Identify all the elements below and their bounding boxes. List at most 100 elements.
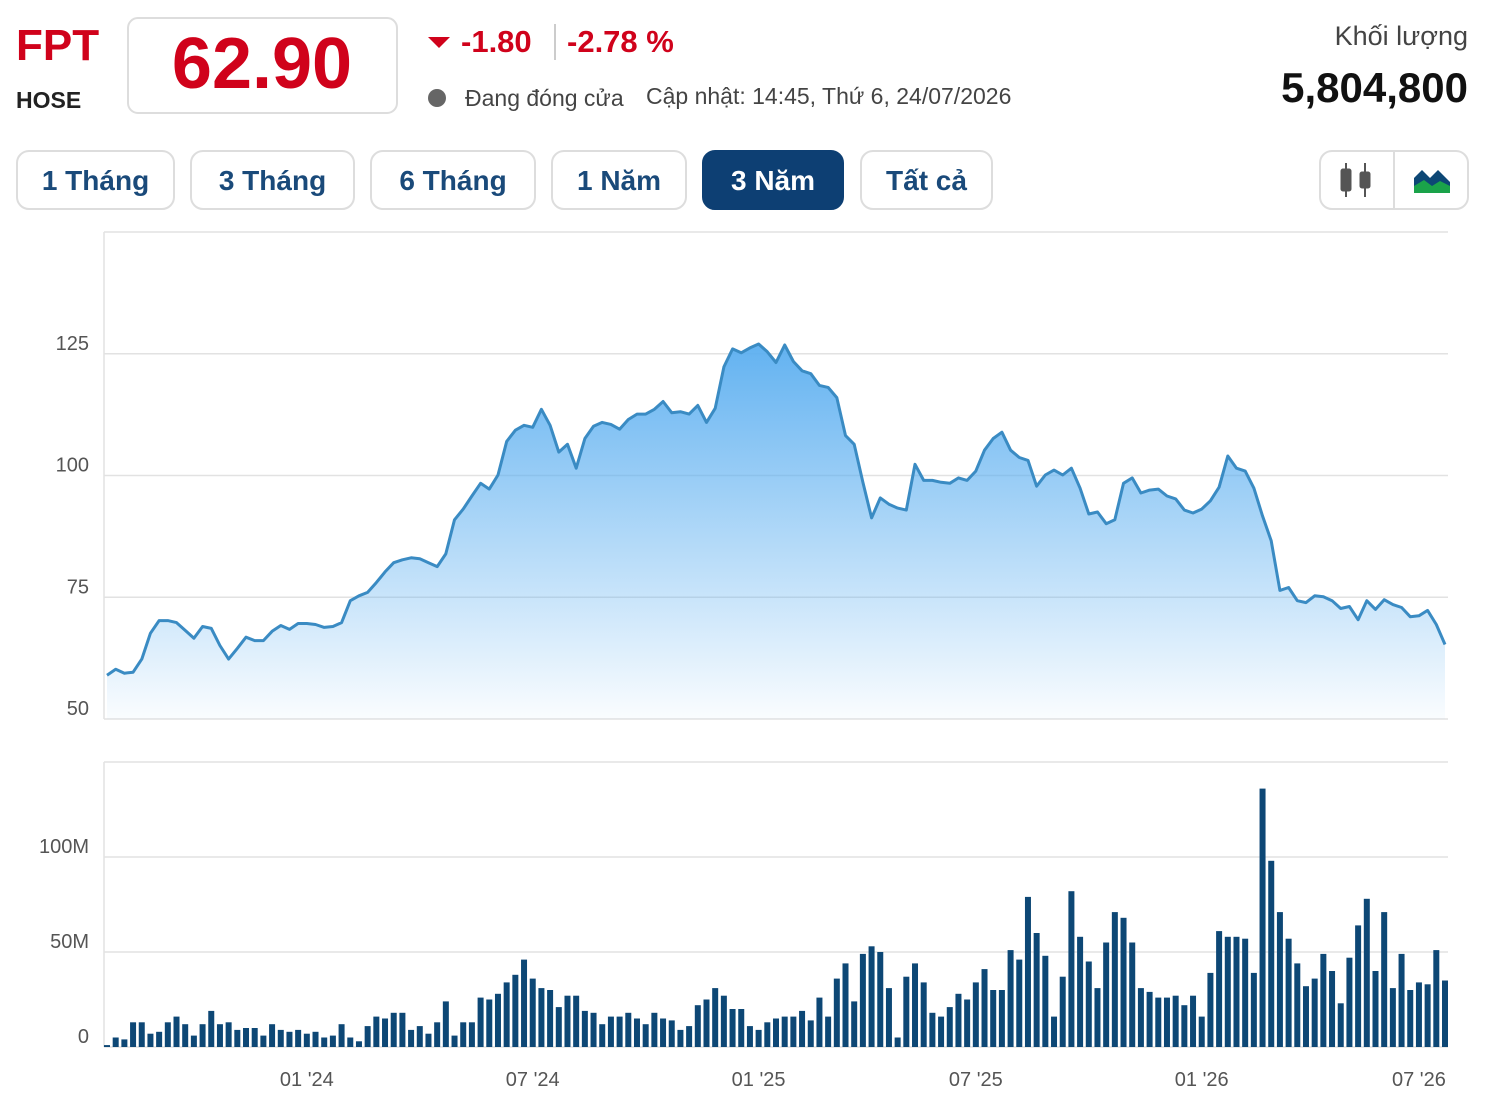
range-button-label[interactable]: 1 Năm — [577, 165, 661, 196]
volume-bar — [1363, 898, 1370, 1047]
volume-bar — [573, 995, 580, 1047]
volume-bar — [981, 969, 988, 1047]
volume-bar — [1216, 931, 1223, 1047]
volume-bar — [564, 995, 571, 1047]
volume-bar — [477, 997, 484, 1047]
volume-bar — [130, 1022, 137, 1047]
range-button[interactable] — [370, 150, 536, 210]
volume-bar — [764, 1022, 771, 1047]
price-line — [106, 342, 1447, 677]
volume-bar — [1233, 936, 1240, 1047]
volume-bar — [1433, 950, 1440, 1047]
volume-bar — [382, 1018, 389, 1047]
volume-bar — [1302, 986, 1309, 1047]
change: -1.80 — [461, 24, 532, 59]
range-button-label[interactable]: 3 Năm — [731, 165, 815, 196]
volume-bar — [1181, 1005, 1188, 1047]
volume-bar — [156, 1031, 163, 1047]
x-tick-label: 01 '24 — [280, 1069, 334, 1091]
volume-bar — [286, 1031, 293, 1047]
range-button-label[interactable]: 1 Tháng — [42, 165, 149, 196]
volume-bar — [807, 1020, 814, 1047]
candlestick-icon[interactable] — [1340, 163, 1371, 197]
volume-bar — [746, 1026, 753, 1047]
volume-bar — [1346, 957, 1353, 1047]
volume-bar — [1137, 988, 1144, 1047]
range-button[interactable] — [190, 150, 355, 210]
range-button[interactable] — [551, 150, 687, 210]
volume-bar — [112, 1037, 119, 1047]
volume-bar — [460, 1022, 467, 1047]
volume-bar — [1016, 959, 1023, 1047]
range-button-label[interactable]: Tất cả — [886, 165, 967, 196]
volume-bar — [1068, 891, 1075, 1047]
y-tick-label: 50M — [50, 931, 89, 953]
volume-bar — [234, 1029, 241, 1047]
change-pct: -2.78 % — [567, 24, 674, 59]
volume-bar — [1059, 976, 1066, 1047]
volume-bar — [1163, 997, 1170, 1047]
volume-bar — [885, 988, 892, 1047]
volume-bar — [946, 1007, 953, 1047]
volume-bar — [920, 982, 927, 1047]
volume-bar — [1276, 912, 1283, 1047]
volume-bar — [1085, 961, 1092, 1047]
y-tick-label: 75 — [67, 576, 89, 598]
volume-bar — [651, 1012, 658, 1047]
volume-bar — [851, 1001, 858, 1047]
range-button[interactable] — [860, 150, 993, 210]
volume-bar — [1415, 982, 1422, 1047]
volume-bar — [338, 1024, 345, 1047]
volume-bar — [538, 988, 545, 1047]
x-tick-label: 01 '26 — [1175, 1069, 1229, 1091]
volume-bar — [903, 976, 910, 1047]
volume-bar — [625, 1012, 632, 1047]
volume-bar — [138, 1022, 145, 1047]
volume-bar — [703, 999, 710, 1047]
volume-bar — [1198, 1016, 1205, 1047]
volume-bar — [468, 1022, 475, 1047]
volume-bar — [312, 1031, 319, 1047]
volume-bar — [1207, 972, 1214, 1047]
range-button-label[interactable]: 3 Tháng — [219, 165, 326, 196]
charts: 50 75 100 125 0 50M 100M 01 '24 07 '24 01 '25 07 '… — [39, 231, 1448, 1091]
volume-bar — [1051, 1016, 1058, 1047]
volume-bar — [1337, 1003, 1344, 1047]
volume-bar — [686, 1026, 693, 1047]
volume-bar — [694, 1005, 701, 1047]
volume-bar — [225, 1022, 232, 1047]
range-button-label[interactable]: 6 Tháng — [399, 165, 506, 196]
volume-bar — [208, 1010, 215, 1047]
volume-bar — [599, 1024, 606, 1047]
volume-bar — [668, 1020, 675, 1047]
range-button[interactable] — [16, 150, 175, 210]
volume-bar — [1424, 984, 1431, 1047]
volume-bar — [1442, 980, 1448, 1047]
volume-bar — [1103, 942, 1110, 1047]
volume-bar — [1329, 971, 1336, 1047]
volume-bar — [329, 1035, 336, 1047]
volume-bar — [1294, 963, 1301, 1047]
volume-bar — [859, 953, 866, 1047]
volume-bar — [547, 990, 554, 1047]
volume-bar — [660, 1018, 667, 1047]
volume-bar — [199, 1024, 206, 1047]
volume-bar — [521, 959, 528, 1047]
volume-bar — [1224, 936, 1231, 1047]
volume-label: Khối lượng — [1335, 21, 1468, 51]
volume-bar — [590, 1012, 597, 1047]
price: 62.90 — [172, 24, 352, 104]
volume-bar — [912, 963, 919, 1047]
volume-bar — [790, 1016, 797, 1047]
volume-bar — [303, 1033, 310, 1047]
range-button[interactable] — [702, 150, 844, 210]
volume-bar — [1311, 978, 1318, 1047]
x-tick-label: 07 '24 — [506, 1069, 560, 1091]
area-icon[interactable] — [1414, 170, 1450, 193]
volume-bar — [1033, 933, 1040, 1047]
volume-bar — [251, 1028, 258, 1047]
volume-bar — [990, 990, 997, 1047]
volume-bar — [243, 1028, 250, 1047]
volume-bar — [364, 1026, 371, 1047]
